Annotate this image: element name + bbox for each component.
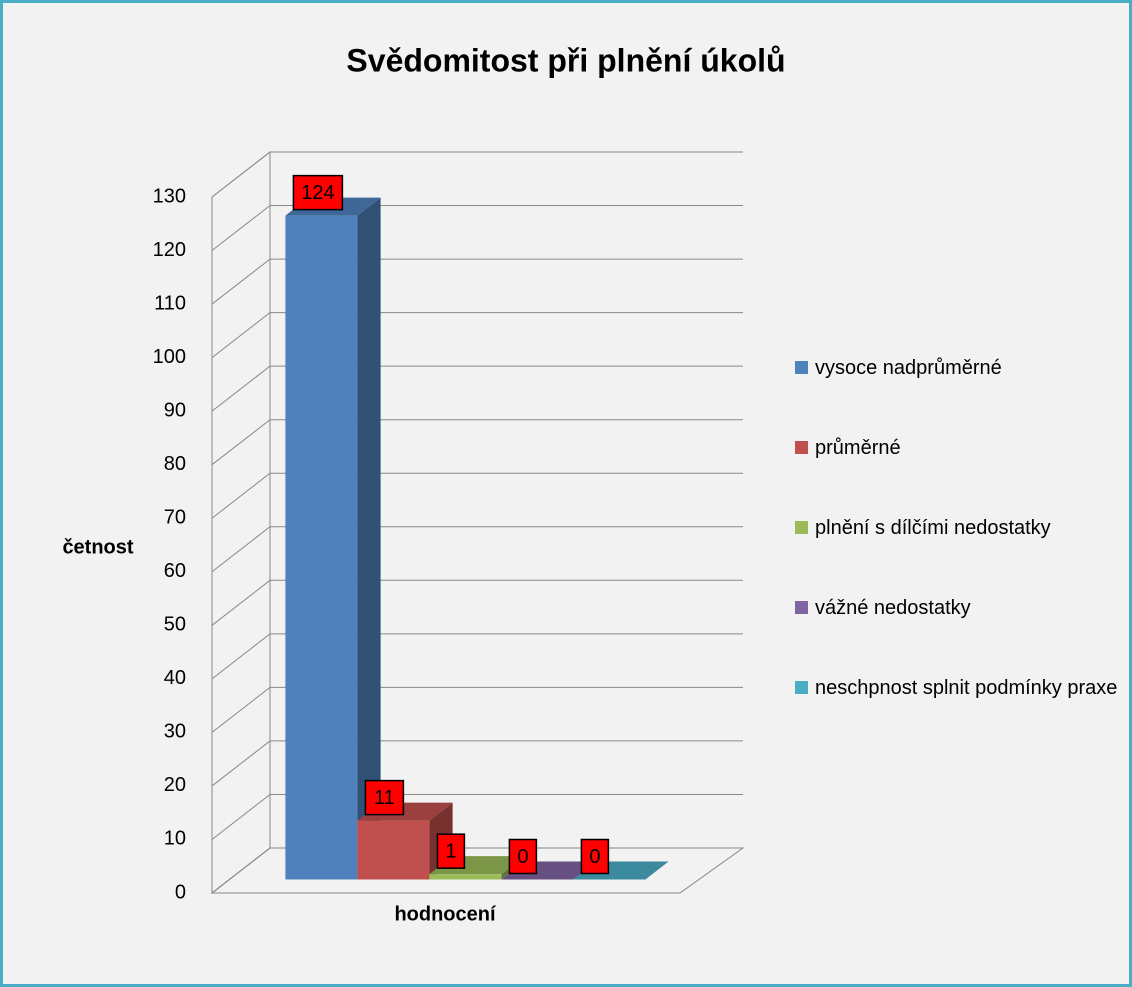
grid-line <box>211 419 743 466</box>
bar <box>429 874 502 880</box>
legend-label: průměrné <box>815 437 901 459</box>
y-tick-label: 120 <box>153 239 186 261</box>
data-label: 11 <box>374 787 395 809</box>
y-tick-label: 130 <box>153 185 186 207</box>
legend-entry: vysoce nadprůměrné <box>795 353 1129 383</box>
grid-line <box>211 258 743 305</box>
data-label-box <box>292 174 344 211</box>
data-label-box <box>508 838 538 875</box>
grid-line <box>211 740 743 787</box>
y-tick-label: 110 <box>154 292 186 314</box>
data-label: 124 <box>301 182 334 204</box>
data-label: 0 <box>517 846 528 868</box>
legend-swatch <box>795 441 808 454</box>
y-tick-label: 80 <box>164 453 186 475</box>
data-label-box <box>580 838 610 875</box>
legend-swatch <box>795 521 808 534</box>
legend-entry: plnění s dílčími nedostatky <box>795 513 1129 543</box>
y-tick-label: 100 <box>153 346 186 368</box>
legend-entry: neschpnost splnit podmínky praxe <box>795 673 1129 703</box>
legend-label: neschpnost splnit podmínky praxe <box>815 677 1118 699</box>
y-axis-title: četnost <box>62 536 133 558</box>
legend-label: vážné nedostatky <box>815 597 971 619</box>
legend-swatch <box>795 601 808 614</box>
legend-swatch <box>795 681 808 694</box>
grid-line <box>211 526 743 573</box>
data-label: 1 <box>445 840 456 862</box>
legend-swatch <box>795 361 808 374</box>
data-label-box <box>436 833 466 869</box>
y-tick-label: 40 <box>164 667 186 689</box>
chart-title: Svědomitost při plnění úkolů <box>346 42 785 78</box>
data-label-box <box>364 779 405 816</box>
legend-entry: průměrné <box>795 433 1129 463</box>
grid-line <box>211 793 743 840</box>
data-label: 0 <box>589 846 600 868</box>
grid-line <box>211 579 743 626</box>
grid-line <box>211 151 743 198</box>
x-axis-title: hodnocení <box>394 903 497 925</box>
bar <box>285 215 358 880</box>
back-wall <box>211 150 271 895</box>
grid-line <box>211 312 743 359</box>
y-tick-label: 90 <box>164 399 186 421</box>
y-tick-label: 60 <box>164 560 186 582</box>
bar <box>357 820 430 880</box>
grid-line <box>211 365 743 412</box>
y-tick-label: 20 <box>164 774 186 796</box>
grid-line <box>211 205 743 251</box>
y-tick-label: 0 <box>175 881 186 903</box>
legend-label: plnění s dílčími nedostatky <box>815 517 1051 539</box>
legend-label: vysoce nadprůměrné <box>815 357 1002 379</box>
y-tick-label: 30 <box>164 721 186 743</box>
grid-line <box>211 472 743 519</box>
grid-line <box>211 633 743 680</box>
grid-line <box>211 686 743 733</box>
y-tick-label: 10 <box>164 828 186 850</box>
chart: Svědomitost při plnění úkolů četnost hod… <box>62 42 785 925</box>
bar-side <box>357 197 381 880</box>
y-tick-label: 70 <box>164 507 186 529</box>
y-tick-label: 50 <box>164 614 186 636</box>
legend-entry: vážné nedostatky <box>795 593 1129 623</box>
